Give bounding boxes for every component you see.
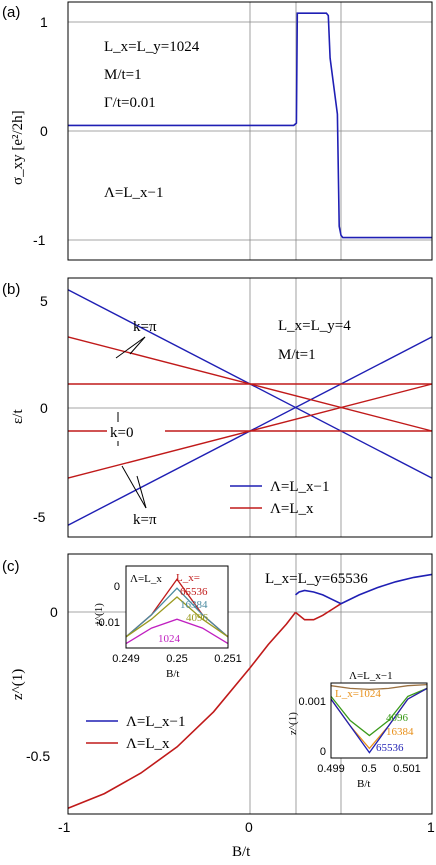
inset-right: 0.001 0 0.499 0.5 0.501 B/t z^(1) Λ=L_x−… [287, 670, 428, 790]
ylabel-a: σ_xy [e²/2h] [10, 110, 26, 185]
z1-series-1 [294, 603, 342, 621]
z1-curves [67, 573, 433, 809]
frame-c [67, 553, 433, 815]
inset-left-series-1024 [125, 618, 229, 645]
xtick-m1: -1 [58, 819, 71, 835]
inset-right-series-0 [330, 683, 428, 691]
inset-right-xtick-2: 0.501 [393, 763, 421, 775]
inset-right-xlabel: B/t [357, 778, 370, 790]
inset-left-title: Λ=L_x [130, 573, 162, 585]
ytick-a-0: 0 [40, 123, 48, 139]
ytick-b-0: 0 [40, 400, 48, 416]
inset-left-xtick-1: 0.25 [166, 653, 187, 665]
inset-left-xtick-2: 0.251 [214, 653, 242, 665]
ann-a-size: L_x=L_y=1024 [104, 39, 200, 55]
inset-right-curves [330, 683, 428, 754]
panel-label-c: (c) [2, 558, 20, 575]
panel-label-b: (b) [2, 281, 20, 298]
inset-left-ylabel: z^(1) [93, 603, 105, 626]
ylabel-b: ε/t [10, 409, 26, 424]
inset-right-xtick-0: 0.499 [317, 763, 345, 775]
inset-left-curves [125, 578, 229, 645]
inset-right-title: Λ=L_x−1 [349, 670, 393, 682]
inset-left-xlabel: B/t [166, 668, 179, 680]
inset-left-frame [125, 565, 229, 649]
pointer-kpi-top-2 [129, 336, 146, 355]
inset-right-label-16384: 16384 [386, 726, 414, 738]
inset-right-series-1 [330, 687, 428, 737]
ann-b-k0: k=0 [110, 425, 133, 441]
legend-c-blue-label: Λ=L_x−1 [126, 714, 185, 730]
pointer-kpi-top-1 [115, 336, 146, 359]
inset-right-frame [330, 682, 428, 759]
inset-left: 0 -0.01 0.249 0.25 0.251 B/t z^(1) Λ=L_x… [93, 565, 242, 680]
ann-b-k0-bg [107, 424, 165, 440]
ann-b-kpi-bot: k=π [133, 512, 157, 528]
frame-b [67, 277, 433, 538]
legend-b-red-label: Λ=L_x [270, 501, 314, 517]
inset-left-label-65536: 65536 [180, 586, 208, 598]
inset-right-ytick-0001: 0.001 [298, 696, 326, 708]
xlabel-c: B/t [232, 844, 251, 860]
inset-left-series-16384 [125, 587, 229, 638]
frame-a [67, 1, 433, 261]
ytick-a-1: 1 [40, 14, 48, 30]
ytick-a-m1: -1 [33, 232, 46, 248]
ann-a-lambda: Λ=L_x−1 [104, 185, 163, 201]
panel-a: 1 0 -1 σ_xy [e²/2h] L_x=L_y=1024 M/t=1 Γ… [10, 1, 433, 261]
ann-b-kpi-top: k=π [133, 319, 157, 335]
inset-right-xtick-1: 0.5 [361, 763, 376, 775]
legend-c-red-label: Λ=L_x [126, 736, 170, 752]
ann-c-size: L_x=L_y=65536 [265, 571, 368, 587]
ytick-b-5: 5 [40, 293, 48, 309]
pointer-kpi-bot-2 [136, 475, 147, 509]
panel-b: 5 0 -5 ε/t k=π k=0 k=π L_x=L_y=4 M/t=1 Λ… [10, 277, 433, 538]
inset-right-label-1024: L_x=1024 [335, 688, 381, 700]
ann-a-gamma: Γ/t=0.01 [104, 95, 156, 111]
inset-right-ytick-0: 0 [320, 746, 326, 758]
z1-series-0 [67, 611, 297, 809]
inset-right-label-4096: 4096 [386, 712, 409, 724]
ann-a-mass: M/t=1 [104, 67, 142, 83]
ytick-c-m05: -0.5 [26, 748, 50, 764]
ytick-b-m5: -5 [33, 509, 46, 525]
inset-left-ytick-0: 0 [114, 581, 120, 593]
pointer-kpi-bot-1 [121, 465, 147, 509]
ytick-c-0: 0 [50, 604, 58, 620]
inset-right-series-3 [330, 687, 428, 754]
inset-left-label-16384: 16384 [180, 599, 208, 611]
xtick-1: 1 [427, 819, 435, 835]
xtick-0: 0 [245, 819, 253, 835]
ann-b-size: L_x=L_y=4 [278, 318, 351, 334]
panel-label-a: (a) [2, 4, 20, 21]
z1-series-2 [294, 573, 433, 605]
legend-b-blue-label: Λ=L_x−1 [270, 479, 329, 495]
inset-left-series-4096 [125, 596, 229, 638]
inset-left-label-4096: 4096 [186, 612, 209, 624]
inset-right-label-65536: 65536 [376, 742, 404, 754]
ann-b-mass: M/t=1 [278, 347, 316, 363]
panel-c: 0 -0.5 z^(1) L_x=L_y=65536 -1 0 1 B/t Λ=… [10, 553, 435, 860]
inset-left-ytick-m001: -0.01 [95, 617, 120, 629]
ylabel-c: z^(1) [10, 669, 26, 700]
series-sigma-xy [68, 12, 432, 239]
inset-left-label-Lx: L_x= [176, 572, 200, 584]
inset-left-label-1024: 1024 [158, 633, 181, 645]
inset-right-ylabel: z^(1) [287, 712, 299, 735]
inset-left-xtick-0: 0.249 [112, 653, 140, 665]
